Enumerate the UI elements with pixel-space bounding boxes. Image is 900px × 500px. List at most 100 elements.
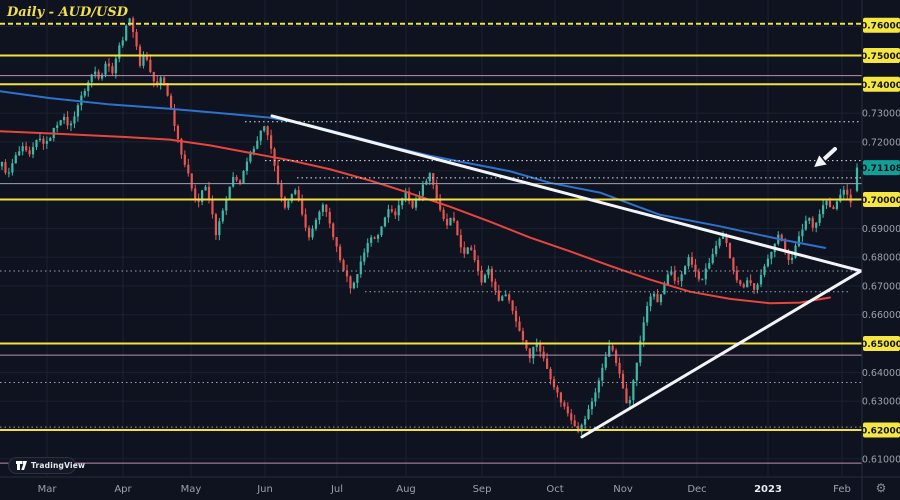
candle-body bbox=[811, 218, 814, 228]
price-axis-label: 0.72000 bbox=[862, 137, 900, 148]
candle-body bbox=[566, 406, 569, 414]
candle-body bbox=[187, 164, 190, 174]
candle-body bbox=[432, 173, 435, 185]
candle-body bbox=[552, 379, 556, 388]
candle-body bbox=[480, 270, 483, 283]
price-axis-label: 0.62000 bbox=[861, 426, 900, 436]
candle-body bbox=[632, 380, 635, 401]
candle-body bbox=[756, 284, 759, 290]
candle-body bbox=[528, 348, 531, 359]
candle-body bbox=[366, 242, 369, 253]
candle-body bbox=[728, 243, 732, 259]
candle-body bbox=[107, 63, 111, 67]
candle-body bbox=[804, 220, 807, 230]
candle-body bbox=[684, 266, 687, 275]
candle-body bbox=[311, 228, 314, 238]
candle-body bbox=[363, 252, 366, 262]
candle-body bbox=[445, 219, 449, 226]
candle-body bbox=[808, 218, 811, 221]
candle-body bbox=[825, 200, 828, 206]
candle-body bbox=[387, 209, 390, 218]
candle-body bbox=[304, 214, 307, 228]
candle-body bbox=[242, 170, 245, 184]
candle-body bbox=[149, 59, 152, 72]
candle-body bbox=[470, 247, 473, 250]
candle-body bbox=[283, 197, 286, 208]
price-axis-label: 0.70000 bbox=[861, 196, 900, 206]
candle-body bbox=[163, 77, 166, 84]
candle-body bbox=[504, 294, 507, 297]
candle-body bbox=[114, 58, 117, 74]
candle-body bbox=[7, 172, 10, 174]
candle-body bbox=[359, 261, 362, 275]
candle-body bbox=[397, 205, 400, 216]
price-axis-label: 0.71108 bbox=[861, 164, 900, 174]
candle-body bbox=[535, 343, 538, 347]
price-axis-label: 0.67000 bbox=[862, 281, 900, 292]
candle-body bbox=[649, 296, 652, 307]
candle-body bbox=[835, 201, 838, 210]
time-axis-label: 2023 bbox=[754, 484, 782, 495]
level-price-badge bbox=[863, 336, 900, 352]
plot-area[interactable] bbox=[0, 16, 862, 464]
candle-body bbox=[701, 279, 704, 281]
candle-body bbox=[294, 190, 297, 195]
settings-gear-icon[interactable]: ⚙ bbox=[875, 481, 887, 495]
candle-body bbox=[325, 204, 328, 213]
candle-body bbox=[615, 350, 618, 363]
candle-body bbox=[514, 310, 518, 322]
candle-body bbox=[128, 18, 131, 26]
candle-body bbox=[780, 234, 783, 242]
candle-body bbox=[408, 191, 411, 201]
candle-body bbox=[753, 283, 756, 290]
price-axis-label: 0.74000 bbox=[861, 81, 900, 91]
candle-body bbox=[690, 257, 694, 265]
time-axis[interactable]: Mar Apr May Jun Jul Aug Sep Oct Nov Dec 2023 Feb bbox=[38, 484, 851, 495]
candle-body bbox=[80, 95, 83, 106]
candle-body bbox=[642, 322, 645, 341]
time-axis-label: May bbox=[181, 484, 202, 495]
candle-body bbox=[573, 420, 576, 427]
candle-body bbox=[501, 296, 504, 301]
candle-body bbox=[746, 280, 749, 288]
candle-body bbox=[56, 125, 59, 128]
candle-body bbox=[276, 165, 280, 185]
candle-body bbox=[207, 186, 211, 200]
candle-body bbox=[204, 186, 207, 191]
time-axis-label: Mar bbox=[38, 484, 58, 495]
candle-body bbox=[611, 345, 614, 351]
candle-body bbox=[59, 120, 62, 126]
candle-body bbox=[111, 66, 114, 74]
tradingview-logo-label: TradingView bbox=[31, 461, 86, 470]
candle-body bbox=[169, 95, 173, 109]
candle-body bbox=[656, 293, 659, 303]
candle-body bbox=[477, 260, 480, 271]
price-axis[interactable]: 0.76000 0.75000 0.74000 0.73000 0.72000 0.711… bbox=[861, 17, 900, 466]
candle-body bbox=[214, 214, 217, 236]
candle-body bbox=[818, 214, 821, 223]
tradingview-logo-icon bbox=[16, 461, 27, 470]
candle-body bbox=[577, 426, 580, 432]
candle-body bbox=[383, 217, 387, 227]
candle-body bbox=[376, 235, 380, 239]
candle-body bbox=[238, 180, 242, 184]
candle-body bbox=[518, 321, 521, 331]
descending-trendline bbox=[270, 114, 862, 273]
candle-body bbox=[677, 280, 680, 282]
candle-body bbox=[314, 219, 318, 229]
candle-body bbox=[159, 77, 162, 84]
candle-body bbox=[190, 173, 193, 189]
pointer-arrow-tail bbox=[820, 147, 837, 163]
candle-body bbox=[228, 186, 231, 199]
candle-body bbox=[156, 81, 159, 84]
candle-body bbox=[125, 25, 128, 41]
tradingview-logo[interactable]: TradingView bbox=[8, 457, 85, 474]
candle-body bbox=[635, 362, 638, 381]
candle-body bbox=[580, 424, 583, 432]
candle-body bbox=[587, 409, 590, 419]
candle-body bbox=[694, 264, 697, 272]
candle-body bbox=[370, 237, 373, 243]
candle-body bbox=[521, 330, 525, 341]
candle-body bbox=[301, 198, 304, 215]
